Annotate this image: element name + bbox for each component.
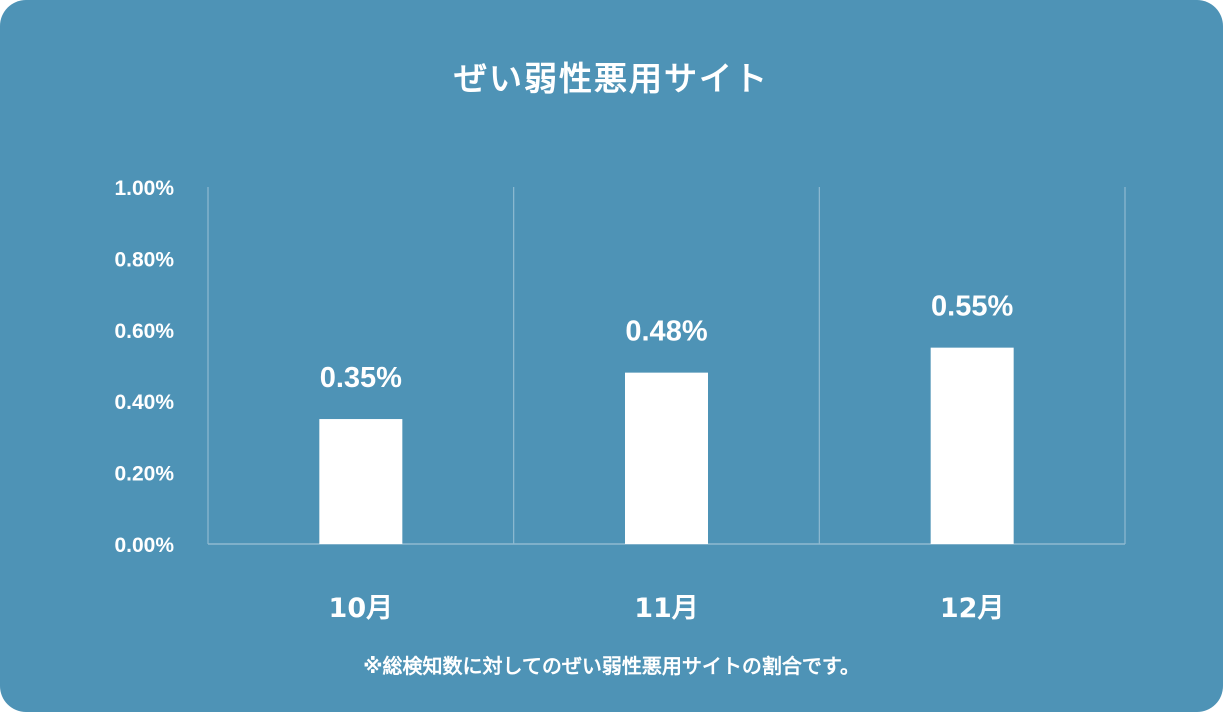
chart-title: ぜい弱性悪用サイト: [454, 59, 769, 98]
y-tick-label: 1.00%: [114, 177, 174, 200]
bar: [930, 347, 1014, 544]
y-tick-label: 0.20%: [114, 463, 174, 486]
x-tick-label: 12月: [940, 593, 1005, 624]
y-tick-label: 0.40%: [114, 391, 174, 414]
bar: [625, 372, 708, 544]
bar: [319, 419, 403, 544]
x-tick-label: 11月: [634, 593, 699, 624]
x-tick-label: 10月: [329, 593, 394, 624]
data-label: 0.35%: [320, 362, 402, 394]
y-tick-label: 0.80%: [114, 248, 174, 271]
data-label: 0.48%: [625, 316, 707, 348]
data-label: 0.55%: [931, 291, 1013, 323]
y-tick-label: 0.00%: [114, 534, 174, 557]
y-tick-label: 0.60%: [114, 320, 174, 343]
chart-footnote: ※総検知数に対してのぜい弱性悪用サイトの割合です。: [363, 654, 860, 678]
